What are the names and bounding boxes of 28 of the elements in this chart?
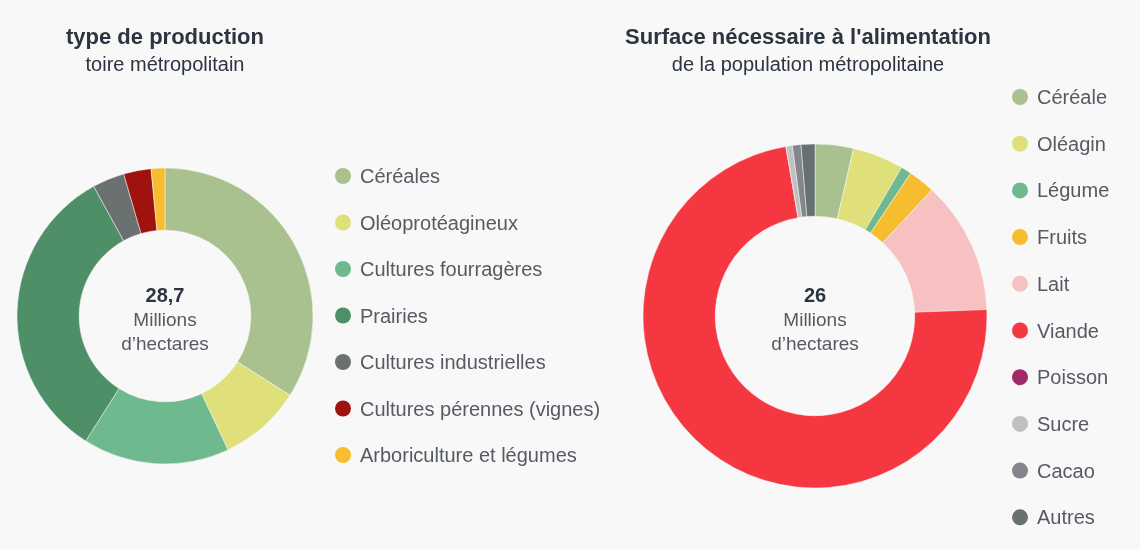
legend-label: Fruits bbox=[1037, 226, 1087, 249]
text: 28,7 bbox=[145, 284, 185, 306]
text: d’hectares bbox=[121, 333, 209, 354]
chart-title: Surface nécessaire à l'alimentation bbox=[625, 24, 991, 49]
legend-label: Oléagin bbox=[1037, 132, 1106, 155]
legend-label: Cultures fourragères bbox=[360, 258, 543, 280]
legend-label: Oléoprotéagineux bbox=[360, 211, 518, 234]
legend-label: Cultures industrielles bbox=[360, 351, 546, 373]
chart-title: type de production bbox=[66, 24, 264, 49]
chart-subtitle: toire métropolitain bbox=[85, 53, 245, 75]
legend-label: Légume bbox=[1037, 179, 1110, 202]
legend-label: Cacao bbox=[1037, 459, 1095, 482]
legend-label: Poisson bbox=[1037, 366, 1109, 389]
legend-label: Autres bbox=[1037, 506, 1095, 529]
donut-slice bbox=[642, 146, 988, 489]
text: Millions bbox=[133, 309, 197, 330]
text: 26 bbox=[803, 284, 827, 306]
legend-label: Sucre bbox=[1037, 412, 1090, 435]
legend-label: Prairies bbox=[360, 304, 428, 327]
legend-label: Lait bbox=[1037, 272, 1070, 295]
legend-label: Viande bbox=[1037, 319, 1099, 342]
legend-label: Arboriculture et légumes bbox=[360, 444, 577, 466]
text: Millions bbox=[783, 309, 847, 330]
chart-subtitle: de la population métropolitaine bbox=[671, 53, 945, 75]
legend-label: Céréale bbox=[1037, 86, 1108, 108]
legend-label: Céréales bbox=[360, 165, 441, 187]
text: d’hectares bbox=[771, 333, 859, 354]
legend-label: Cultures pérennes (vignes) bbox=[360, 397, 601, 420]
